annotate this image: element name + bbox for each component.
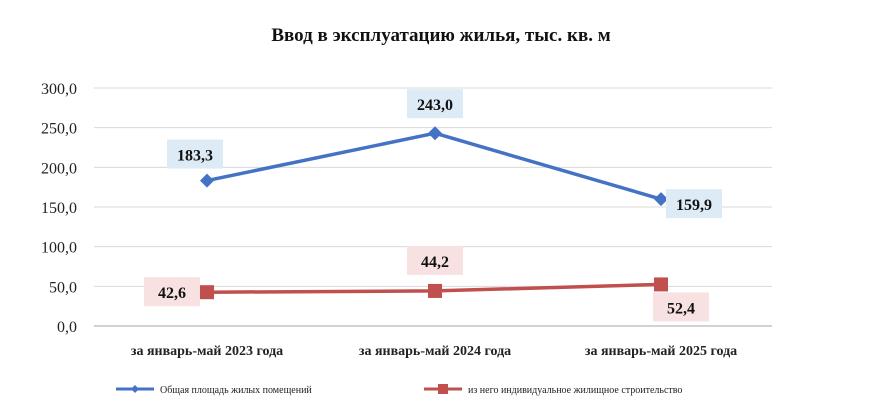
data-label: 159,9 xyxy=(676,197,712,214)
data-label: 42,6 xyxy=(158,285,186,302)
x-tick-label: за январь-май 2024 года xyxy=(359,344,511,359)
chart-title: Ввод в эксплуатацию жилья, тыс. кв. м xyxy=(271,25,610,46)
series-group xyxy=(200,126,668,300)
x-tick-label: за январь-май 2025 года xyxy=(585,344,737,359)
legend-marker-1 xyxy=(131,385,139,393)
data-label: 52,4 xyxy=(667,300,695,317)
legend-label-1: Общая площадь жилых помещений xyxy=(160,385,312,396)
data-label: 183,3 xyxy=(177,148,213,165)
data-labels: 183,3 243,0 159,9 42,6 44,2 52,4 xyxy=(144,89,722,322)
y-tick-label: 100,0 xyxy=(41,240,77,257)
data-label: 243,0 xyxy=(417,97,453,114)
series-point-2 xyxy=(428,283,442,298)
series-point-1 xyxy=(200,173,214,188)
y-tick-label: 200,0 xyxy=(41,160,77,177)
series-line-1 xyxy=(206,131,662,201)
y-axis: 0,0 50,0 100,0 150,0 200,0 250,0 300,0 xyxy=(41,81,77,336)
data-label-background xyxy=(666,189,722,219)
data-label-background xyxy=(407,245,463,275)
data-label-background xyxy=(653,292,709,322)
x-axis: за январь-май 2023 года за январь-май 202… xyxy=(131,344,737,359)
y-tick-label: 50,0 xyxy=(49,279,77,296)
data-label-background xyxy=(407,89,463,119)
data-label-background xyxy=(144,277,200,307)
series-point-1 xyxy=(428,126,442,141)
data-label: 44,2 xyxy=(421,254,449,271)
series-point-2 xyxy=(200,285,214,300)
series-point-1 xyxy=(654,192,668,207)
y-tick-label: 300,0 xyxy=(41,81,77,98)
legend-label-2: из него индивидуальное жилищное строител… xyxy=(468,385,682,396)
y-tick-label: 150,0 xyxy=(41,200,77,217)
y-tick-label: 0,0 xyxy=(57,319,77,336)
data-label-background xyxy=(167,139,223,169)
legend-marker-2 xyxy=(438,384,448,394)
x-tick-label: за январь-май 2023 года xyxy=(131,344,283,359)
series-point-2 xyxy=(654,277,668,292)
y-tick-label: 250,0 xyxy=(41,121,77,138)
legend: Общая площадь жилых помещений из него инд… xyxy=(116,384,682,396)
